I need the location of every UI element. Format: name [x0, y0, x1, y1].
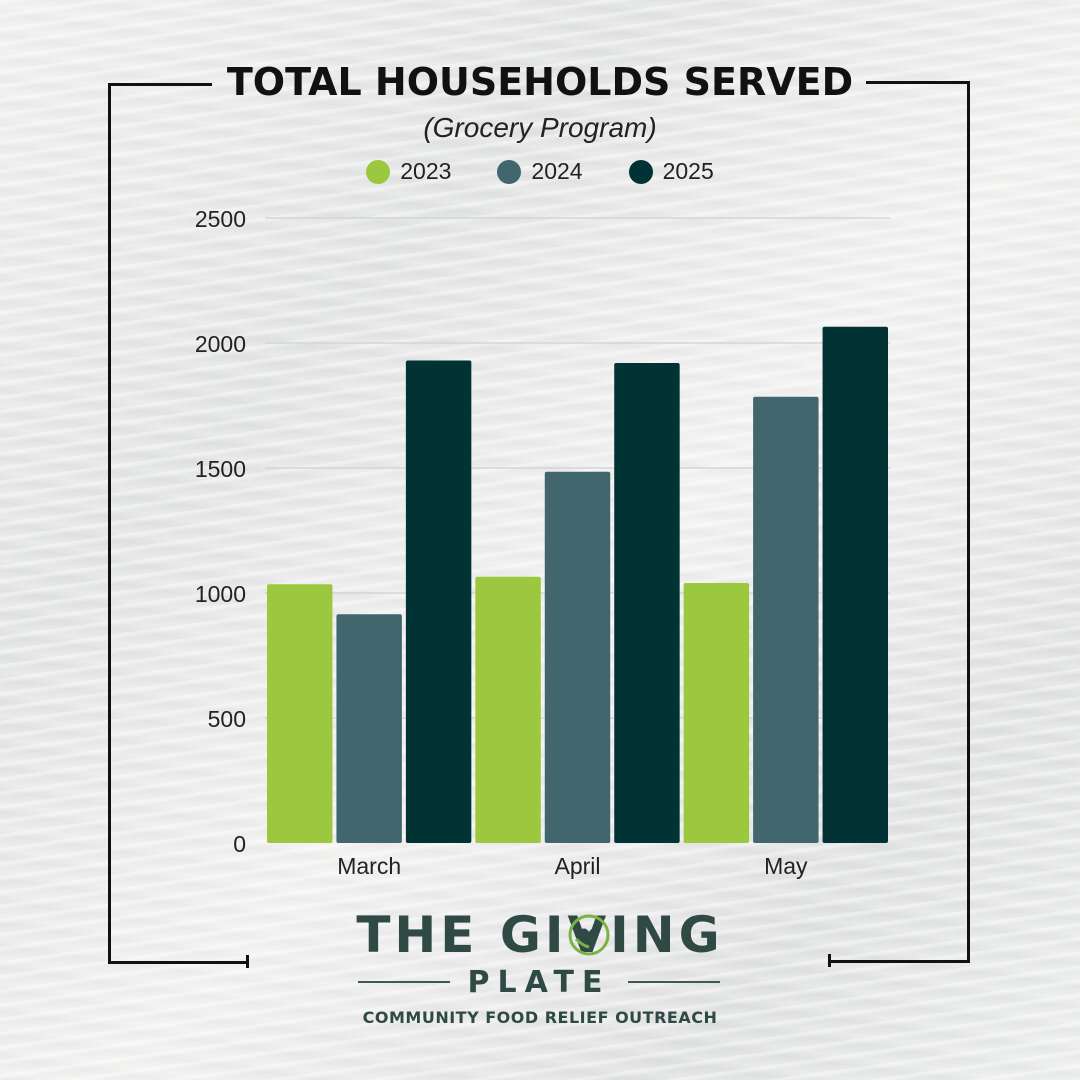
legend-item-2025: 2025 [628, 158, 714, 185]
logo-rule-right [628, 981, 721, 983]
y-tick-label: 1500 [195, 456, 246, 482]
x-tick-label: April [554, 853, 600, 879]
bar-march-2024 [336, 614, 402, 843]
legend-label-2023: 2023 [400, 158, 452, 184]
frame-top-right [866, 81, 970, 84]
y-tick-label: 500 [208, 706, 246, 732]
logo-sub-row: PLATE [358, 962, 721, 1002]
bar-may-2025 [822, 326, 888, 843]
chart-title: TOTAL HOUSEHOLDS SERVED [226, 60, 854, 104]
heart-hands-icon [568, 914, 610, 956]
legend-swatch-2024 [497, 159, 522, 184]
logo-subtitle: PLATE [467, 964, 611, 1000]
chart-legend: 2023 2024 2025 [0, 158, 1080, 185]
legend-item-2023: 2023 [366, 158, 451, 185]
frame-bottom-left [108, 961, 248, 964]
logo-tagline: COMMUNITY FOOD RELIEF OUTREACH [362, 1008, 718, 1027]
legend-swatch-2023 [366, 159, 391, 184]
frame-bottom-right-tick [828, 954, 831, 967]
legend-item-2024: 2024 [497, 158, 583, 185]
legend-label-2025: 2025 [662, 158, 714, 184]
bar-may-2024 [753, 396, 819, 843]
bar-april-2024 [544, 471, 611, 843]
bar-may-2023 [683, 583, 750, 843]
x-tick-label: March [337, 853, 401, 879]
legend-label-2024: 2024 [531, 158, 583, 184]
frame-top-left [108, 83, 212, 86]
bar-march-2023 [267, 584, 333, 843]
bar-april-2025 [614, 363, 680, 843]
x-tick-label: May [764, 853, 808, 879]
bar-april-2023 [475, 576, 541, 843]
chart-subtitle: (Grocery Program) [423, 112, 657, 143]
frame-bottom-right [830, 960, 970, 963]
legend-swatch-2025 [628, 159, 653, 184]
bar-march-2025 [405, 360, 472, 843]
frame-left [108, 83, 111, 963]
logo-rule-left [358, 981, 450, 983]
y-tick-label: 2000 [195, 331, 246, 357]
y-tick-label: 0 [233, 831, 246, 857]
frame-bottom-left-tick [246, 955, 249, 968]
y-tick-label: 2500 [195, 206, 246, 232]
frame-right [967, 81, 970, 963]
bar-chart: 0 500 1000 1500 2000 2500 March April May [195, 206, 890, 879]
y-tick-label: 1000 [195, 581, 246, 607]
logo-title: THE GIVING [356, 906, 724, 964]
